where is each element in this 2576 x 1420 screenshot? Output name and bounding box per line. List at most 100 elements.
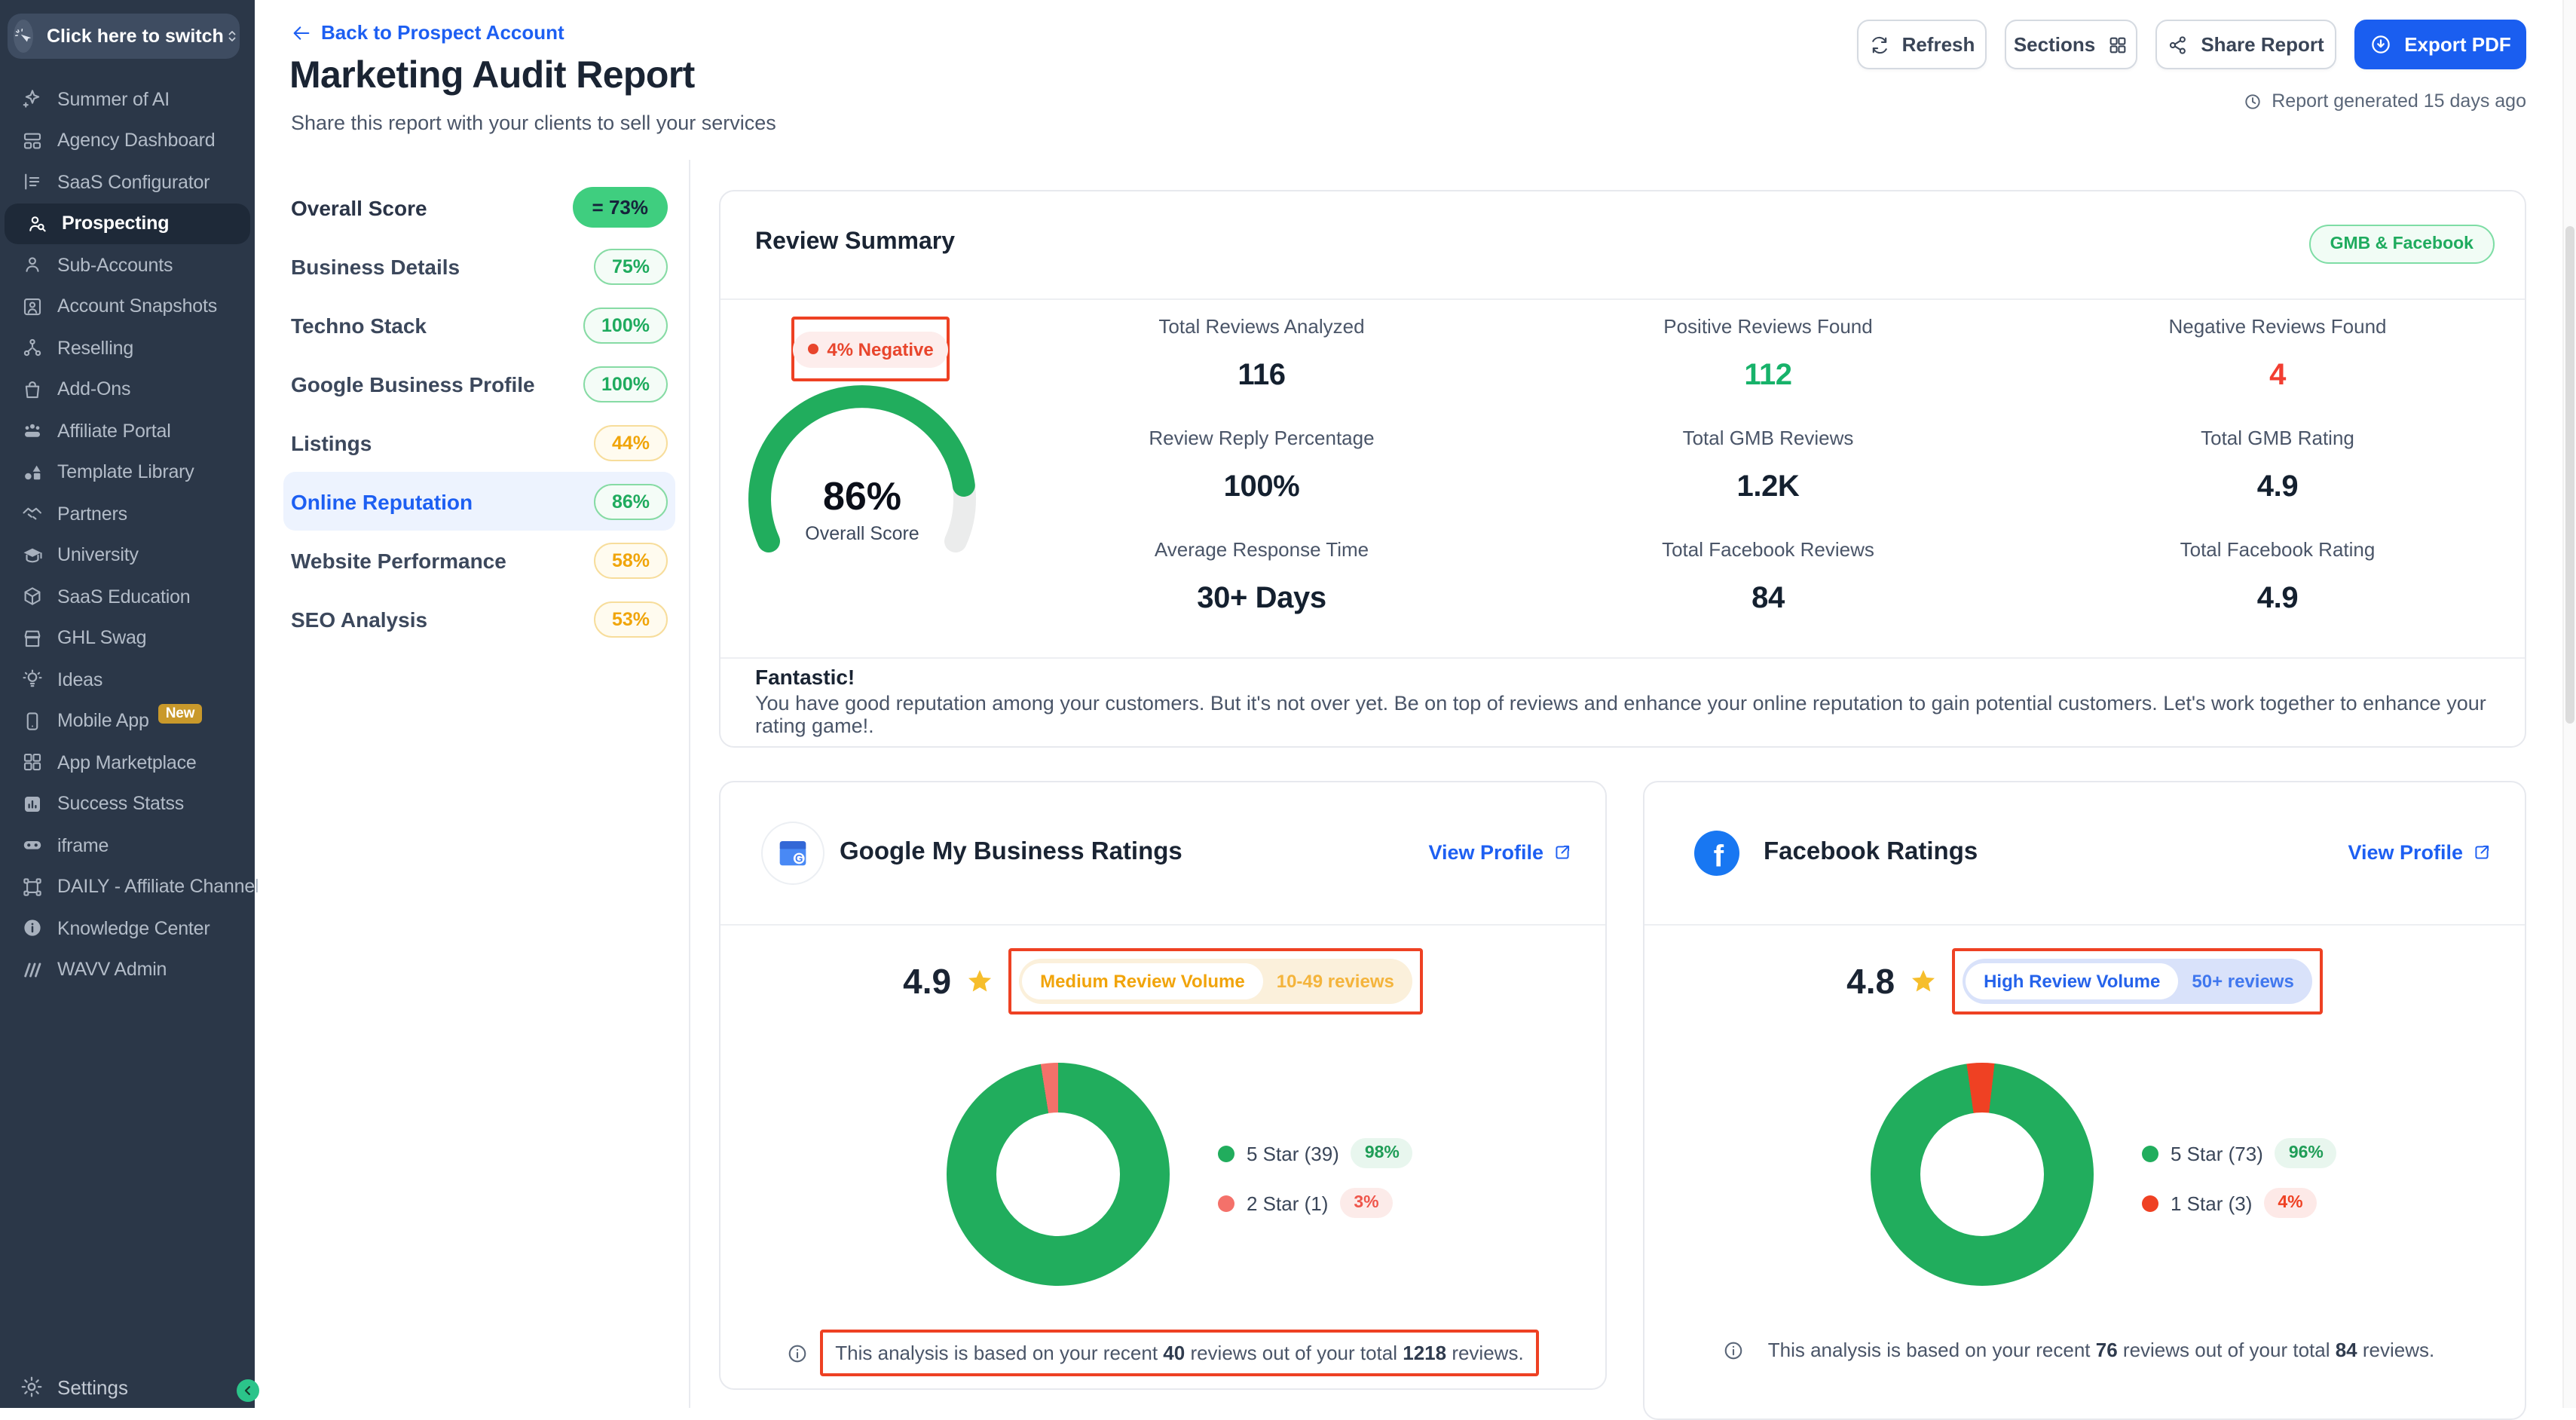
switcher-label: Click here to switch — [47, 26, 224, 47]
sidebar-item-wavv-admin[interactable]: WAVV Admin — [0, 949, 255, 990]
shopping-bag-icon — [25, 381, 40, 398]
score-badge: = 73% — [572, 187, 668, 228]
sidebar-item-ghl-swag[interactable]: GHL Swag — [0, 617, 255, 659]
divider — [1644, 924, 2525, 926]
sidebar-item-add-ons[interactable]: Add-Ons — [0, 369, 255, 410]
score-badge: 44% — [593, 424, 668, 461]
review-summary-card: Review Summary GMB & Facebook 4% Negativ… — [719, 190, 2526, 748]
sidebar-item-app-marketplace[interactable]: App Marketplace — [0, 742, 255, 783]
sidebar-item-daily-affiliate-channel[interactable]: DAILY - Affiliate Channel — [0, 866, 259, 907]
sidebar-item-saas-configurator[interactable]: SaaS Configurator — [0, 161, 255, 203]
sidebar-item-ideas[interactable]: Ideas — [0, 659, 255, 700]
section-nav-techno-stack[interactable]: Techno Stack 100% — [283, 295, 675, 354]
sidebar-item-success-statss[interactable]: Success Statss — [0, 783, 255, 825]
refresh-icon — [1871, 35, 1887, 54]
sidebar-item-saas-education[interactable]: SaaS Education — [0, 576, 255, 617]
grid-icon — [23, 754, 41, 771]
sidebar-item-university[interactable]: University — [0, 534, 255, 576]
section-nav-overall-score[interactable]: Overall Score = 73% — [283, 178, 675, 237]
gmb-ratings-donut-chart — [947, 1063, 1170, 1286]
share-icon — [2170, 35, 2186, 54]
section-nav-website-performance[interactable]: Website Performance 58% — [283, 531, 675, 589]
score-badge: 75% — [593, 248, 668, 284]
back-to-prospect-account-link[interactable]: Back to Prospect Account — [291, 21, 564, 44]
gmb-analysis-note: This analysis is based on your recent 40… — [720, 1330, 1605, 1376]
chevron-left-icon — [244, 1386, 250, 1395]
account-switcher[interactable]: Click here to switch — [8, 14, 240, 59]
export-pdf-button[interactable]: Export PDF — [2354, 20, 2526, 69]
refresh-button[interactable]: Refresh — [1857, 20, 1987, 69]
gmb-volume-badge: Medium Review Volume 10-49 reviews — [1019, 959, 1412, 1004]
facebook-volume-annotation: High Review Volume 50+ reviews — [1952, 948, 2323, 1015]
frame-icon — [23, 877, 41, 896]
sections-grid-icon — [2109, 36, 2126, 53]
gauge-value: 86% — [823, 475, 901, 519]
facebook-legend-1-star: 1 Star (3) 4% — [2142, 1188, 2317, 1218]
sidebar-item-prospecting[interactable]: Prospecting — [5, 203, 250, 244]
page-title: Marketing Audit Report — [289, 54, 695, 96]
report-generated-timestamp: Report generated 15 days ago — [2080, 90, 2526, 112]
overall-score-gauge: 86% Overall Score — [748, 385, 976, 552]
green-dot-icon — [2142, 1145, 2158, 1161]
score-badge: 100% — [583, 307, 668, 343]
cursor-click-icon — [14, 20, 33, 53]
score-badge: 53% — [593, 601, 668, 637]
section-nav-seo-analysis[interactable]: SEO Analysis 53% — [283, 589, 675, 648]
storefront-icon — [24, 630, 41, 647]
red-dot-icon — [2142, 1195, 2158, 1211]
info-icon — [1724, 1341, 1742, 1359]
insight-heading: Fantastic! — [755, 665, 855, 689]
stat-positive-reviews-found: Positive Reviews Found 112 — [1663, 315, 1873, 392]
sidebar-item-summer-of-ai[interactable]: Summer of AI — [0, 78, 255, 120]
graduation-cap-icon — [23, 548, 42, 562]
bar-chart-icon — [25, 796, 40, 812]
star-icon — [1912, 970, 1935, 992]
scrollbar[interactable] — [2562, 0, 2576, 1408]
sidebar-item-affiliate-portal[interactable]: Affiliate Portal — [0, 410, 255, 451]
section-nav-google-business-profile[interactable]: Google Business Profile 100% — [283, 354, 675, 413]
stat-total-gmb-rating: Total GMB Rating 4.9 — [2201, 427, 2354, 503]
source-badge: GMB & Facebook — [2308, 225, 2495, 264]
external-link-icon — [1556, 845, 1570, 859]
org-chart-icon — [23, 339, 41, 357]
stat-total-gmb-reviews: Total GMB Reviews 1.2K — [1682, 427, 1854, 503]
gmb-volume-annotation: Medium Review Volume 10-49 reviews — [1008, 948, 1423, 1015]
info-circle-icon — [24, 920, 41, 937]
facebook-ratings-card: f Facebook Ratings View Profile 4.8 High… — [1643, 781, 2526, 1420]
sidebar-item-partners[interactable]: Partners — [0, 493, 255, 534]
sidebar-item-iframe[interactable]: iframe — [0, 825, 255, 866]
scrollbar-thumb[interactable] — [2565, 226, 2574, 724]
id-card-icon — [23, 298, 41, 315]
sidebar-nav: Summer of AI Agency Dashboard SaaS Confi… — [0, 78, 259, 990]
external-link-icon — [2475, 845, 2489, 859]
sidebar-item-knowledge-center[interactable]: Knowledge Center — [0, 907, 255, 949]
gauge-label: Overall Score — [805, 523, 919, 544]
sidebar-item-template-library[interactable]: Template Library — [0, 451, 255, 493]
facebook-view-profile-link[interactable]: View Profile — [2348, 841, 2492, 864]
info-icon — [788, 1344, 806, 1362]
sidebar-item-mobile-app[interactable]: Mobile App New — [0, 700, 255, 742]
section-nav-business-details[interactable]: Business Details 75% — [283, 237, 675, 295]
divider — [720, 298, 2525, 300]
review-summary-title: Review Summary — [755, 229, 956, 255]
section-nav-listings[interactable]: Listings 44% — [283, 413, 675, 472]
score-badge: 58% — [593, 542, 668, 578]
sections-button[interactable]: Sections — [2005, 20, 2137, 69]
red-dot-icon — [1218, 1195, 1234, 1211]
sidebar-item-agency-dashboard[interactable]: Agency Dashboard — [0, 120, 255, 161]
list-bracket-icon — [25, 174, 40, 190]
facebook-icon: f — [1685, 822, 1748, 885]
chevron-up-down-icon — [224, 26, 242, 47]
sidebar-item-account-snapshots[interactable]: Account Snapshots — [0, 286, 255, 327]
sidebar-item-sub-accounts[interactable]: Sub-Accounts — [0, 244, 255, 286]
sidebar-collapse-button[interactable] — [237, 1379, 259, 1402]
sidebar-item-settings[interactable]: Settings — [0, 1366, 255, 1408]
svg-text:G: G — [795, 853, 803, 865]
section-nav-online-reputation[interactable]: Online Reputation 86% — [283, 472, 675, 531]
share-report-button[interactable]: Share Report — [2155, 20, 2336, 69]
stat-total-facebook-reviews: Total Facebook Reviews 84 — [1662, 538, 1874, 615]
sidebar-item-reselling[interactable]: Reselling — [0, 327, 255, 369]
facebook-rating-value: 4.8 — [1846, 961, 1895, 1000]
gmb-view-profile-link[interactable]: View Profile — [1428, 841, 1572, 864]
